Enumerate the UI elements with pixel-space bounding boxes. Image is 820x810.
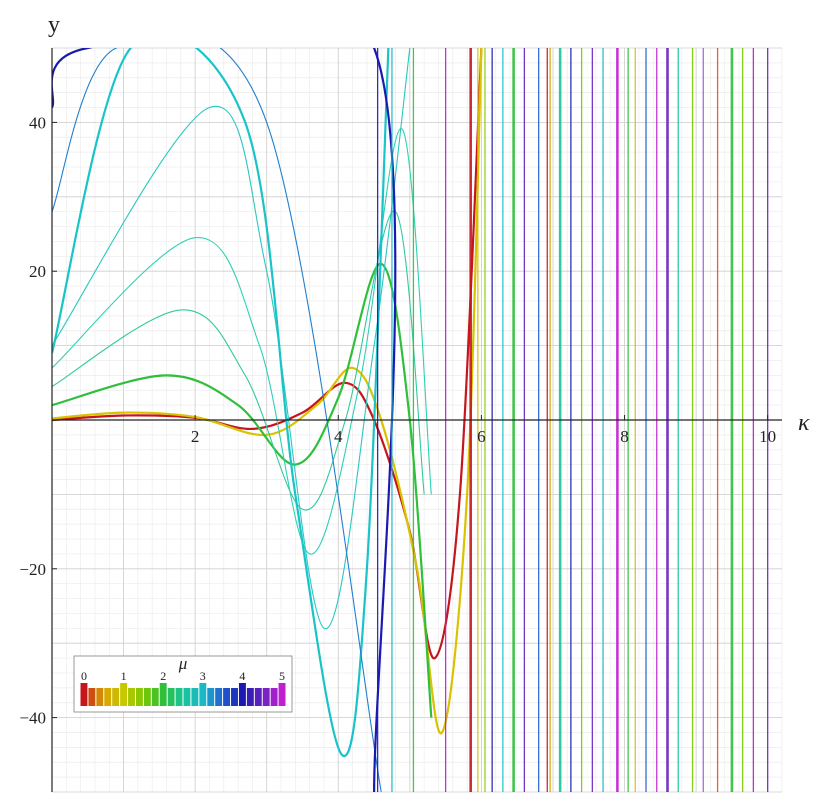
legend-label: 2 [160, 669, 166, 683]
legend-swatch [143, 688, 151, 706]
series-line [52, 262, 433, 718]
legend-swatch [128, 688, 135, 706]
legend-swatch [254, 688, 262, 706]
legend-swatch [270, 688, 278, 706]
legend-swatch [183, 688, 191, 706]
legend-label: 0 [81, 669, 87, 683]
legend-swatch [199, 683, 207, 706]
legend-swatch [262, 688, 270, 706]
x-tick-label: 2 [191, 427, 200, 446]
legend-swatch [159, 683, 167, 706]
x-tick-label: 6 [477, 427, 486, 446]
y-tick-label: 20 [29, 262, 46, 281]
legend-swatch [112, 688, 120, 706]
series-line [52, 48, 382, 792]
legend: μ 0 1 2 3 4 5 [73, 654, 293, 713]
legend-swatch [135, 688, 143, 706]
legend-swatch [215, 688, 223, 706]
legend-label: 5 [279, 669, 285, 683]
legend-swatch [223, 688, 231, 706]
series-line [52, 128, 432, 555]
series-line [52, 48, 411, 630]
legend-swatch [104, 688, 112, 706]
y-tick-label: −20 [19, 560, 46, 579]
legend-swatch [96, 688, 104, 706]
legend-swatch [191, 688, 199, 706]
legend-label: 3 [200, 669, 206, 683]
legend-label: 4 [239, 669, 245, 683]
x-tick-label: 10 [759, 427, 776, 446]
series-line [52, 48, 390, 758]
x-tick-label: 8 [620, 427, 629, 446]
legend-label: 1 [121, 669, 127, 683]
legend-swatch [238, 683, 246, 706]
legend-swatch [278, 683, 286, 706]
x-axis-label: κ [798, 410, 810, 436]
legend-swatch [246, 688, 254, 706]
legend-swatch [167, 688, 175, 706]
legend-swatch [120, 683, 128, 706]
legend-title: μ [178, 654, 188, 673]
legend-swatch [175, 688, 183, 706]
series-line [52, 210, 425, 511]
legend-swatch [88, 688, 96, 706]
x-tick-label: 4 [334, 427, 343, 446]
legend-swatch [151, 688, 159, 706]
y-axis-label: y [48, 12, 60, 38]
legend-swatch [207, 688, 215, 706]
y-tick-label: 40 [29, 113, 46, 132]
y-tick-label: −40 [19, 709, 46, 728]
legend-swatch [231, 688, 238, 706]
axes [51, 48, 782, 792]
series-line [52, 48, 397, 792]
legend-swatch [80, 683, 88, 706]
